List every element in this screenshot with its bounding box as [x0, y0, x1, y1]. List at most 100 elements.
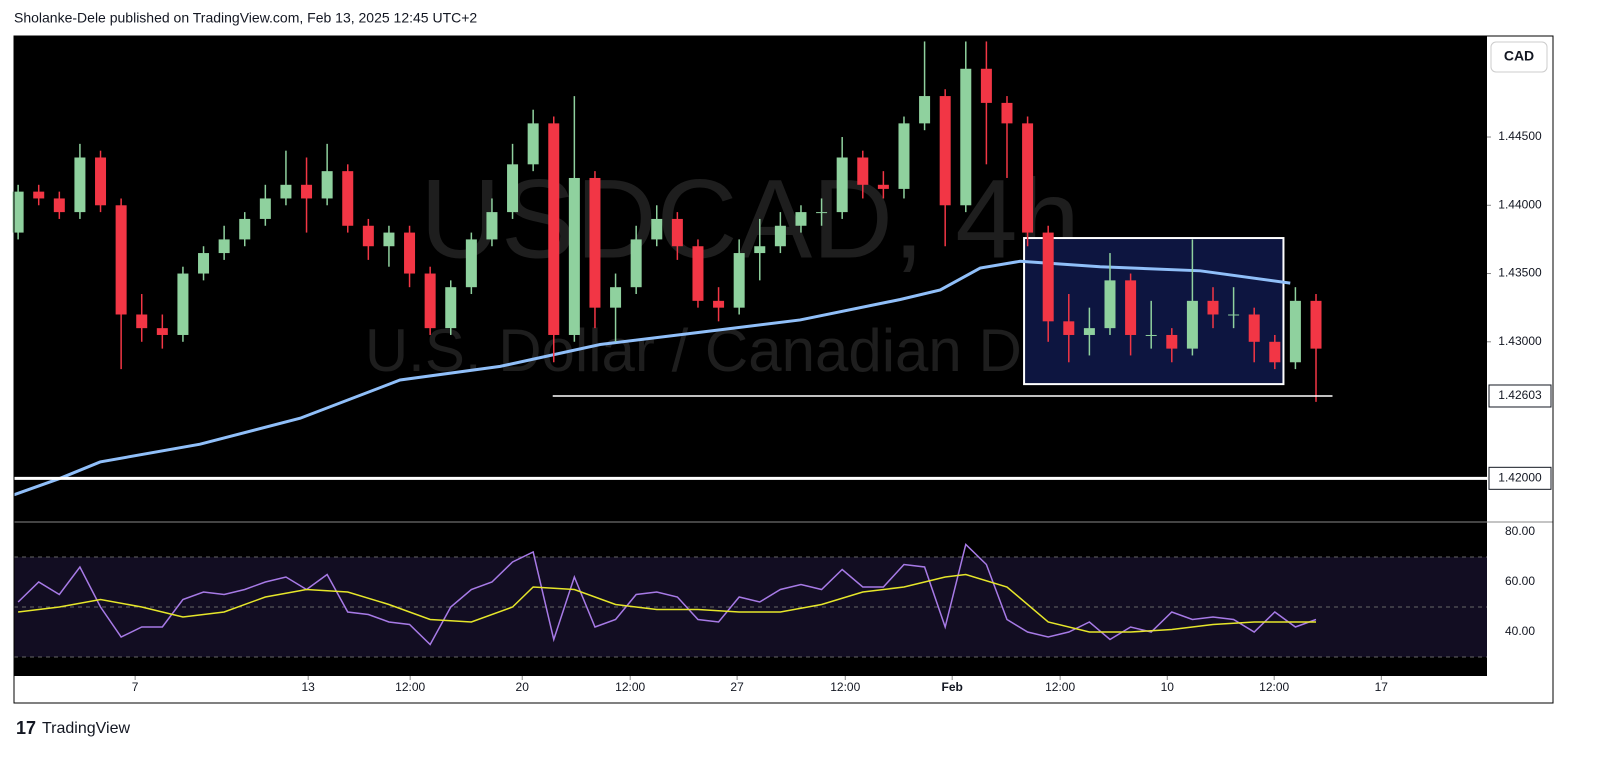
candle-body: [1063, 321, 1075, 335]
candle-body: [1042, 232, 1054, 322]
candle-body: [1104, 280, 1116, 329]
candle-body: [1022, 123, 1034, 233]
y-tick-label: 1.43500: [1498, 266, 1542, 280]
candle-body: [362, 225, 374, 247]
candle-body: [1083, 328, 1095, 335]
x-tick-label: 27: [730, 680, 744, 694]
y-tick-label: 80.00: [1505, 524, 1535, 538]
candle-body: [692, 246, 704, 301]
candle-body: [980, 68, 992, 103]
x-tick-label: 12:00: [395, 680, 425, 694]
candle-body: [568, 177, 580, 335]
candle-body: [1166, 334, 1178, 349]
candle-body: [774, 225, 786, 247]
candle-body: [548, 123, 560, 335]
candle-body: [651, 218, 663, 240]
frame: [13, 35, 1554, 704]
candle-body: [95, 157, 107, 206]
candle-body: [424, 273, 436, 329]
candle-body: [630, 239, 642, 288]
candle-body: [465, 239, 477, 288]
candle-body: [1207, 300, 1219, 315]
currency-button[interactable]: [1490, 41, 1548, 73]
candle-body: [898, 123, 910, 189]
x-tick-label: 20: [516, 680, 530, 694]
candle-body: [136, 314, 148, 329]
candle-body: [115, 205, 127, 315]
candle-body: [671, 218, 683, 247]
candle-body: [857, 157, 869, 185]
candle-body: [383, 232, 395, 247]
candle-body: [53, 198, 65, 213]
candle-body: [445, 287, 457, 329]
candle-body: [939, 96, 951, 206]
candle-body: [589, 177, 601, 308]
x-tick-label: 10: [1161, 680, 1175, 694]
y-tick-label: 40.00: [1505, 624, 1535, 638]
x-tick-label: 7: [132, 680, 139, 694]
x-tick-label: 12:00: [1259, 680, 1289, 694]
currency-label[interactable]: CAD: [1504, 48, 1534, 64]
candle-body: [877, 184, 889, 189]
x-tick-label: 12:00: [615, 680, 645, 694]
candle-body: [816, 212, 828, 214]
candle-body: [1125, 280, 1137, 335]
y-tick-label: 1.43000: [1498, 334, 1542, 348]
candle-body: [1289, 300, 1301, 363]
x-tick-label: Feb: [942, 680, 963, 694]
watermark: USDCAD, 4h: [420, 157, 1080, 282]
candle-body: [919, 96, 931, 124]
price-tag-label: 1.42000: [1498, 470, 1542, 484]
x-tick-label: 12:00: [830, 680, 860, 694]
header: Sholanke-Dele published on TradingView.c…: [14, 10, 477, 26]
candle-body: [301, 184, 313, 199]
candle-body: [321, 171, 333, 199]
candle-body: [1269, 341, 1281, 363]
candle-body: [754, 246, 766, 254]
candle-body: [486, 212, 498, 240]
candle-body: [156, 328, 168, 335]
candle-body: [12, 191, 24, 233]
candle-body: [239, 218, 251, 240]
y-tick-label: 1.44500: [1498, 129, 1542, 143]
candle-body: [610, 287, 622, 308]
candle-body: [259, 198, 271, 219]
x-tick-label: 12:00: [1045, 680, 1075, 694]
candle-body: [342, 171, 354, 226]
rsi-line: [17, 543, 1317, 646]
candle-body: [218, 239, 230, 254]
candle-body: [33, 191, 45, 199]
price-tag-label: 1.42603: [1498, 388, 1542, 402]
candle-body: [795, 212, 807, 226]
candle-body: [1145, 334, 1157, 336]
candle-body: [1228, 314, 1240, 316]
watermark-subtitle: U.S. Dollar / Canadian Dollar: [365, 317, 1135, 384]
candle-body: [74, 157, 86, 213]
candle-body: [1001, 102, 1013, 124]
candle-body: [1248, 314, 1260, 342]
candle-body: [1310, 300, 1322, 349]
candle-body: [960, 68, 972, 206]
brand: TradingView: [42, 720, 130, 737]
candle-body: [527, 123, 539, 165]
y-tick-label: 60.00: [1505, 574, 1535, 588]
candle-body: [713, 300, 725, 308]
price-tag: [1488, 384, 1552, 408]
rsi-line: [18, 573, 1317, 633]
range-box: [1023, 237, 1285, 386]
candle-body: [1186, 300, 1198, 349]
candle-body: [280, 184, 292, 199]
x-tick-label: 17: [1375, 680, 1389, 694]
candle-body: [733, 253, 745, 308]
logo: 17: [16, 718, 36, 738]
candle-body: [198, 253, 210, 274]
x-tick-label: 13: [302, 680, 316, 694]
candle-body: [404, 232, 416, 274]
candle-body: [177, 273, 189, 335]
candle-body: [836, 157, 848, 213]
y-tick-label: 1.44000: [1498, 197, 1542, 211]
chart: USDCAD, 4h U.S. Dollar / Canadian Dollar 1…: [12, 41, 1542, 658]
price-tag: [1488, 466, 1552, 490]
candle-body: [507, 164, 519, 213]
